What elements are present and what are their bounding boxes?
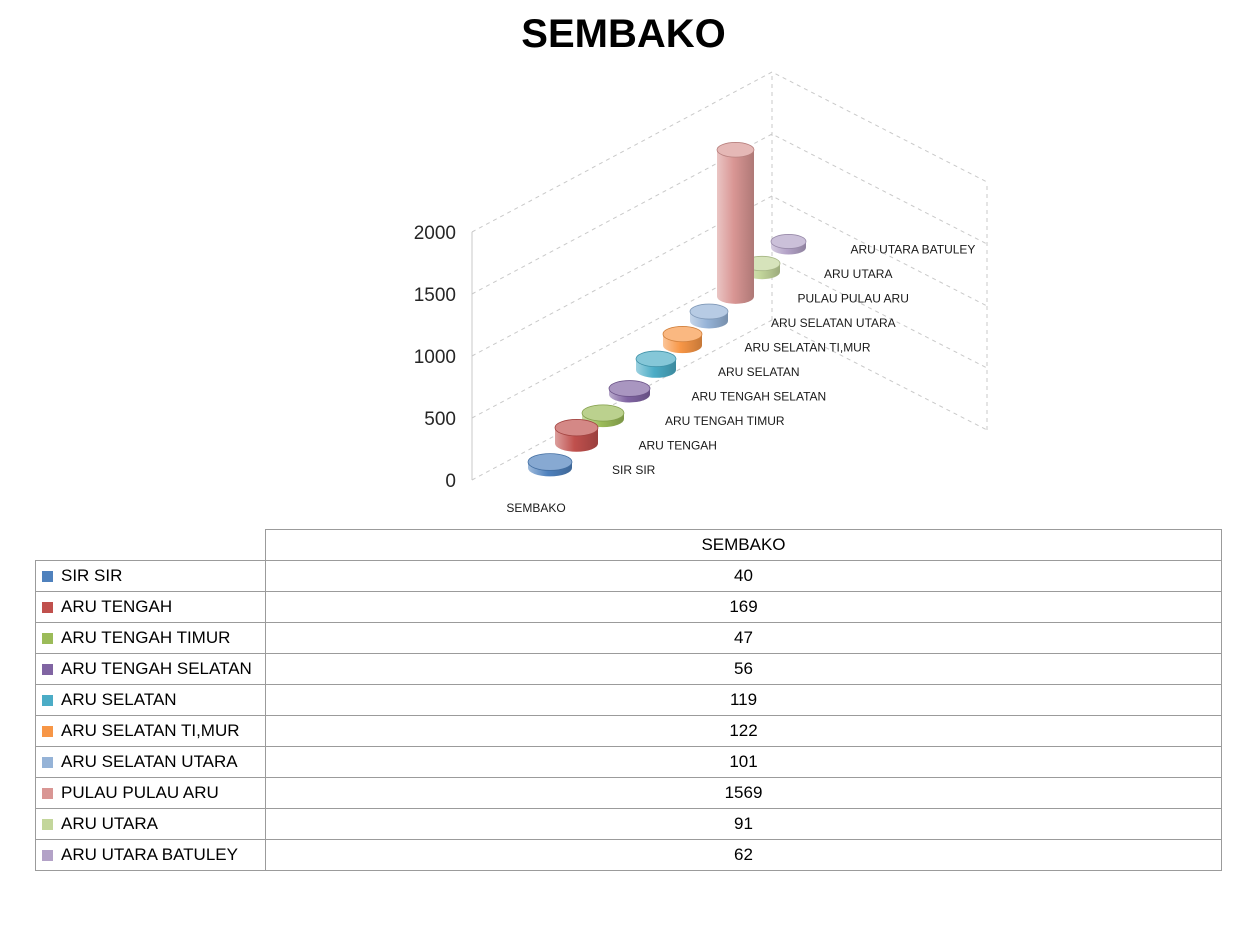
legend-swatch [42,694,53,706]
category-label-text: ARU UTARA BATULEY [61,844,238,864]
category-cell: ARU UTARA BATULEY [35,838,266,871]
table-header-row: SEMBAKO [36,529,1222,561]
chart-title: SEMBAKO [521,12,726,56]
category-cell: ARU SELATAN [35,683,266,716]
legend-swatch [42,818,53,830]
category-labels: SIR SIR ARU TENGAH ARU TENGAH TIMUR ARU TEN… [612,243,975,478]
table-row: ARU SELATAN TI,MUR 122 [35,714,1222,747]
cylinder [716,142,755,304]
legend-swatch [42,849,53,861]
value-cell: 122 [265,714,1222,747]
value-cell: 47 [265,621,1222,654]
cylinder [608,380,651,403]
category-label-text: ARU SELATAN UTARA [61,751,238,771]
y-axis-tick-label: 1000 [414,347,456,368]
y-axis-tick-label: 0 [445,471,456,492]
cylinder [554,419,599,452]
legend-swatch [42,570,53,582]
value-cell: 91 [265,807,1222,840]
category-label: ARU UTARA BATULEY [851,243,976,257]
category-cell: ARU SELATAN UTARA [35,745,266,778]
category-label: ARU SELATAN TI,MUR [745,341,871,355]
cylinder [662,326,703,354]
category-label: SIR SIR [612,463,656,477]
value-cell: 119 [265,683,1222,716]
category-cell: PULAU PULAU ARU [35,776,266,809]
table-row: ARU TENGAH 169 [35,590,1222,623]
table-header-blank [36,530,266,561]
cylinders [527,142,807,477]
category-label-text: ARU TENGAH TIMUR [61,627,231,647]
category-label-text: ARU TENGAH SELATAN [61,658,252,678]
table-row: ARU TENGAH TIMUR 47 [35,621,1222,654]
value-cell: 169 [265,590,1222,623]
value-cell: 56 [265,652,1222,685]
table-row: ARU TENGAH SELATAN 56 [35,652,1222,685]
category-label-text: ARU UTARA [61,813,158,833]
category-cell: ARU SELATAN TI,MUR [35,714,266,747]
value-cell: 1569 [265,776,1222,809]
y-axis-tick-label: 500 [424,409,456,430]
y-axis-tick-label: 1500 [414,285,456,306]
category-label-text: SIR SIR [61,565,123,585]
legend-swatch [42,756,53,768]
value-cell: 62 [265,838,1222,871]
category-label-text: ARU SELATAN [61,689,177,709]
cylinder [689,303,729,329]
legend-swatch [42,787,53,799]
category-label: ARU SELATAN UTARA [771,316,896,330]
category-label: ARU TENGAH [639,439,717,453]
table-row: ARU SELATAN 119 [35,683,1222,716]
category-label-text: ARU TENGAH [61,596,173,616]
depth-axis-label: SEMBAKO [506,501,565,515]
legend-swatch [42,663,53,675]
y-axis-tick-label: 2000 [414,223,456,244]
legend-swatch [42,725,53,737]
category-label: ARU TENGAH SELATAN [692,390,827,404]
table-header-series: SEMBAKO [265,529,1222,561]
category-cell: ARU TENGAH SELATAN [35,652,266,685]
category-cell: ARU UTARA [35,807,266,840]
category-label-text: PULAU PULAU ARU [61,782,219,802]
category-label: ARU UTARA [824,267,892,281]
cylinder [527,453,573,477]
table-row: ARU UTARA 91 [35,807,1222,840]
table-row: SIR SIR 40 [35,559,1222,592]
category-label: ARU SELATAN [718,365,800,379]
category-label: PULAU PULAU ARU [798,292,909,306]
data-table: SEMBAKO SIR SIR 40 ARU TENGAH 169 ARU TENGAH … [35,529,1222,871]
value-cell: 40 [265,559,1222,592]
category-cell: ARU TENGAH TIMUR [35,621,266,654]
cylinder [770,234,807,255]
category-label-text: ARU SELATAN TI,MUR [61,720,240,740]
table-row: PULAU PULAU ARU 1569 [35,776,1222,809]
legend-swatch [42,601,53,613]
legend-swatch [42,632,53,644]
cylinder [635,350,677,378]
category-cell: SIR SIR [35,559,266,592]
3d-cylinder-chart: 0 500 1000 1500 2000 SEMBAKO SIR SIR ARU TENGAH… [414,71,988,515]
category-label: ARU TENGAH TIMUR [665,414,785,428]
y-axis: 0 500 1000 1500 2000 [414,223,456,492]
category-cell: ARU TENGAH [35,590,266,623]
table-row: ARU UTARA BATULEY 62 [35,838,1222,871]
table-row: ARU SELATAN UTARA 101 [35,745,1222,778]
value-cell: 101 [265,745,1222,778]
